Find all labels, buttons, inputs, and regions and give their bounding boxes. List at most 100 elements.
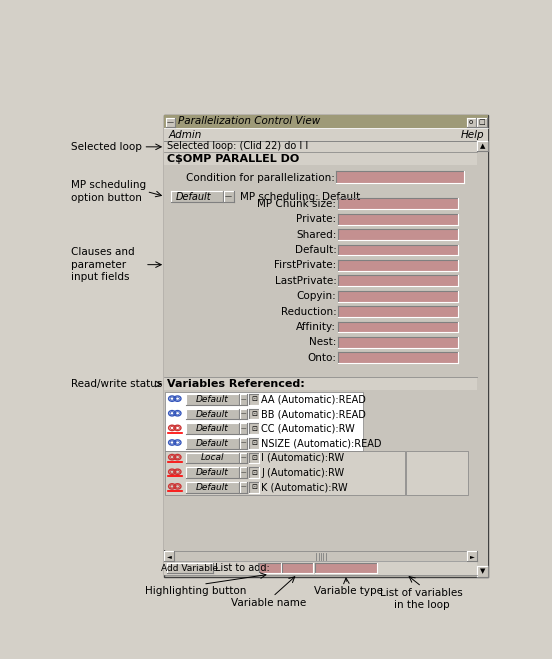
Text: —: — [241,484,246,490]
Bar [166,117,175,127]
Bar [164,115,489,577]
Bar [259,563,280,573]
Text: Reduction:: Reduction: [280,306,336,316]
Bar [240,453,247,463]
Text: Default: Default [196,482,229,492]
Bar [338,337,458,348]
Bar [240,394,247,405]
Bar [240,409,247,419]
Bar [249,467,259,478]
Text: Copyin:: Copyin: [296,291,336,301]
Text: Default:: Default: [295,245,336,255]
Bar [186,467,238,478]
Text: Default: Default [196,395,229,404]
Bar [338,306,458,317]
Bar [224,190,234,202]
Text: J (Automatic):RW: J (Automatic):RW [261,467,344,478]
Bar [186,394,238,405]
Text: Add Variable: Add Variable [161,563,219,573]
Text: ⊡: ⊡ [251,484,257,490]
Text: □: □ [479,119,485,125]
Text: MP Chunk size:: MP Chunk size: [257,199,336,209]
Text: ⊡: ⊡ [251,470,257,476]
Bar [164,377,477,390]
Text: Local: Local [200,453,224,463]
Bar [249,409,259,419]
Text: ⊡: ⊡ [251,426,257,432]
Bar [240,467,247,478]
Text: —: — [241,470,246,475]
Bar [240,438,247,449]
Text: Variable name: Variable name [231,598,306,608]
Bar [315,563,376,573]
Bar [338,353,458,363]
Text: Default: Default [196,424,229,433]
Text: NSIZE (Automatic):READ: NSIZE (Automatic):READ [261,438,381,448]
Text: ►: ► [470,554,475,559]
Text: Affinity:: Affinity: [296,322,336,332]
Bar [164,140,477,152]
Text: Default: Default [196,439,229,447]
Text: Shared:: Shared: [296,229,336,240]
Bar [186,453,238,463]
Text: Help: Help [461,130,485,140]
Text: ⊡: ⊡ [251,455,257,461]
Bar [336,171,464,183]
Text: Default: Default [196,468,229,477]
Bar [249,394,259,405]
Text: Onto:: Onto: [307,353,336,363]
Bar [338,214,458,225]
Bar [164,551,477,561]
Text: Default: Default [196,409,229,418]
Bar [338,275,458,286]
Bar [165,393,363,451]
Text: Default: Default [176,192,211,202]
Bar [338,260,458,271]
Text: Read/write status: Read/write status [71,379,163,389]
Bar [338,322,458,332]
Text: Highlighting button: Highlighting button [145,586,246,596]
Text: BB (Automatic):READ: BB (Automatic):READ [261,409,366,419]
Bar [164,115,489,129]
Text: ▼: ▼ [480,568,486,574]
Text: ⊡: ⊡ [251,397,257,403]
Text: I (Automatic):RW: I (Automatic):RW [261,453,344,463]
Text: FirstPrivate:: FirstPrivate: [274,260,336,270]
Bar [240,482,247,492]
Bar [249,482,259,492]
Bar [249,423,259,434]
Bar [282,563,313,573]
Bar [249,453,259,463]
Text: LastPrivate:: LastPrivate: [274,276,336,286]
Bar [186,423,238,434]
Text: AA (Automatic):READ: AA (Automatic):READ [261,394,366,405]
Text: Admin: Admin [168,130,201,140]
Bar [477,140,489,577]
Text: Selected loop: (Clid 22) do I I: Selected loop: (Clid 22) do I I [167,142,308,152]
Bar [338,198,458,209]
Text: —: — [241,455,246,461]
Bar [164,551,174,561]
Text: ⊡: ⊡ [251,411,257,417]
Bar [338,244,458,256]
Bar [240,423,247,434]
Text: —: — [241,441,246,445]
Bar [466,117,476,127]
Bar [468,551,477,561]
Text: —: — [167,119,174,125]
Bar [186,482,238,492]
Bar [164,129,489,140]
Text: o: o [469,119,474,125]
Bar [338,291,458,302]
Bar [249,438,259,449]
Text: List to add:: List to add: [215,563,270,573]
Bar [338,229,458,240]
Text: —: — [225,194,232,200]
Text: —: — [241,397,246,402]
Bar [171,190,223,202]
Bar [165,451,405,495]
Bar [167,563,213,573]
Text: MP scheduling: Default: MP scheduling: Default [240,192,360,202]
Text: Parallelization Control View: Parallelization Control View [178,117,320,127]
Text: CC (Automatic):RW: CC (Automatic):RW [261,424,355,434]
